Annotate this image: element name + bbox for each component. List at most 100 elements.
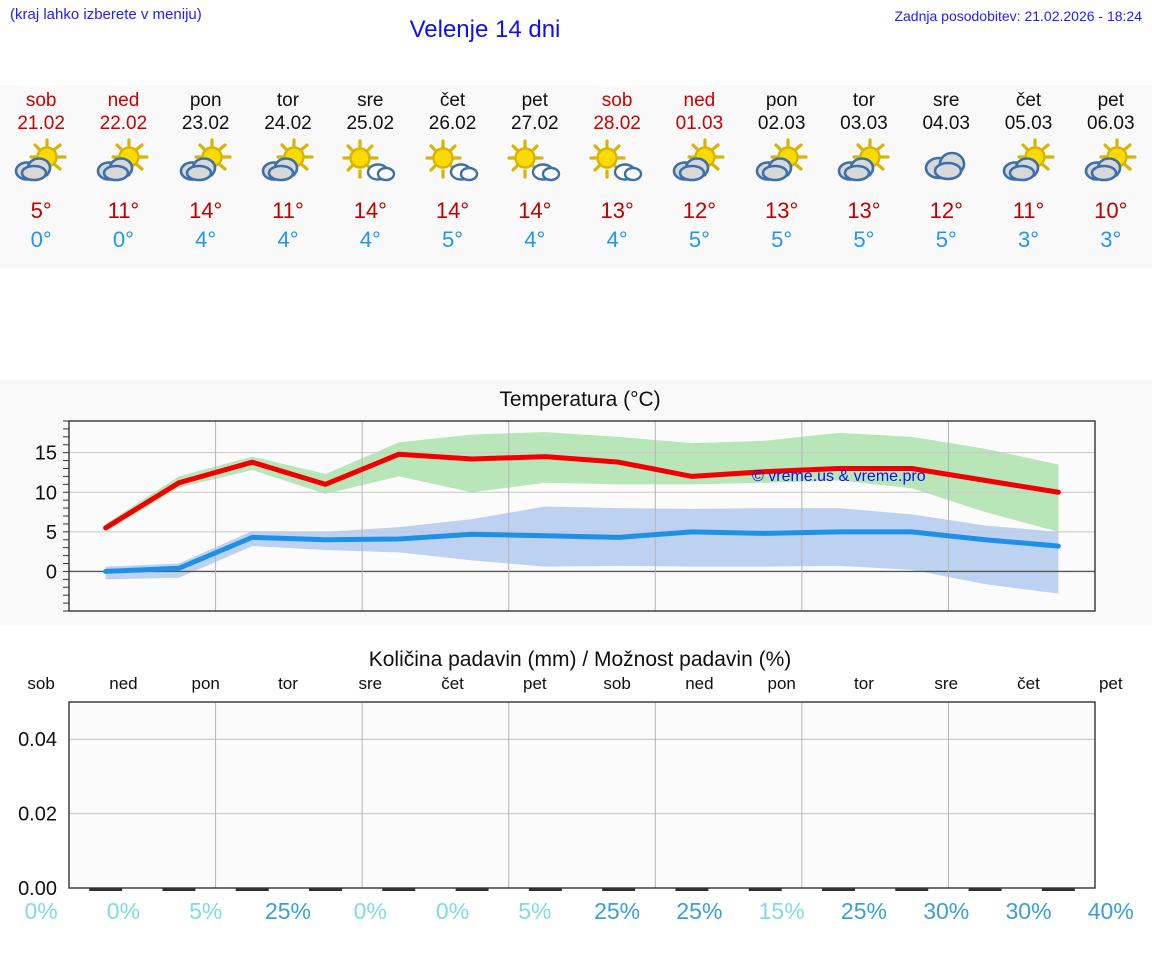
temperature-min: 4° <box>359 227 381 252</box>
temperature-min: 4° <box>195 227 217 252</box>
day-column[interactable]: tor 03.03 13° 5° <box>823 85 905 268</box>
temperature-max: 14° <box>518 198 552 223</box>
precipitation-chart-svg: 0.00 0.02 0.04 <box>18 701 1096 900</box>
precip-day-label: pon <box>191 674 220 693</box>
temperature-min: 5° <box>688 227 710 252</box>
partly-cloudy-icon <box>95 138 151 186</box>
temp-y-tick: 10 <box>35 482 57 504</box>
precip-day-label: sob <box>27 674 55 693</box>
temp-y-tick: 0 <box>46 561 57 583</box>
menu-hint-text: (kraj lahko izberete v meniju) <box>10 6 202 23</box>
temperature-max: 13° <box>847 198 881 223</box>
precip-day-label: sob <box>603 674 631 693</box>
temperature-max: 5° <box>30 198 52 223</box>
day-column[interactable]: pon 23.02 14° 4° <box>165 85 247 268</box>
daily-forecast-strip: sob 21.02 5° 0° ned 22.02 <box>0 85 1152 268</box>
day-of-week: čet <box>439 90 466 111</box>
day-column[interactable]: čet 05.03 11° 3° <box>987 85 1069 268</box>
day-of-week: ned <box>107 90 140 111</box>
precip-probability-value: 30% <box>1005 898 1052 924</box>
day-column[interactable]: pon 02.03 13° 5° <box>741 85 823 268</box>
temperature-max: 13° <box>765 198 799 223</box>
temperature-max: 14° <box>189 198 223 223</box>
precip-probability-value: 0% <box>353 898 387 924</box>
day-of-week: čet <box>1015 90 1042 111</box>
day-date: 26.02 <box>428 113 477 134</box>
day-of-week: sre <box>933 90 960 111</box>
precip-probability-value: 0% <box>435 898 470 924</box>
day-column[interactable]: pet 27.02 14° 4° <box>494 85 576 268</box>
day-date: 25.02 <box>346 113 395 134</box>
temperature-min: 3° <box>1100 227 1122 252</box>
day-date: 24.02 <box>264 113 312 134</box>
precip-probability-value: 5% <box>189 898 223 924</box>
day-of-week: pet <box>521 90 549 111</box>
temperature-max: 11° <box>1012 198 1045 223</box>
day-column[interactable]: čet 26.02 14° 5° <box>411 85 493 268</box>
temperature-min: 4° <box>277 227 299 252</box>
precip-y-tick: 0.00 <box>18 878 57 900</box>
precip-y-tick: 0.02 <box>18 804 57 826</box>
precipitation-chart-title: Količina padavin (mm) / Možnost padavin … <box>368 648 792 671</box>
precip-day-label: ned <box>109 674 138 693</box>
day-date: 04.03 <box>922 113 970 134</box>
partly-cloudy-icon <box>260 138 316 186</box>
day-of-week: pon <box>189 90 222 111</box>
precip-probability-value: 25% <box>264 898 311 924</box>
temperature-min: 5° <box>935 227 957 252</box>
temperature-min: 4° <box>606 227 628 252</box>
temperature-max: 14° <box>353 198 387 223</box>
day-column[interactable]: sre 25.02 14° 4° <box>329 85 411 268</box>
temp-y-tick: 5 <box>46 522 57 544</box>
day-of-week: sob <box>601 90 633 111</box>
last-update-text: Zadnja posodobitev: 21.02.2026 - 18:24 <box>894 8 1142 24</box>
partly-cloudy-icon <box>671 138 727 186</box>
day-column[interactable]: tor 24.02 11° 4° <box>247 85 329 268</box>
precip-day-label: pet <box>523 674 547 693</box>
partly-cloudy-icon <box>1001 138 1057 186</box>
sunny-few-clouds-icon <box>589 138 645 186</box>
partly-cloudy-icon <box>178 138 234 186</box>
temperature-max: 10° <box>1094 198 1128 223</box>
page-header: (kraj lahko izberete v meniju) Velenje 1… <box>0 0 1152 85</box>
precip-probability-value: 0% <box>106 898 141 924</box>
day-column[interactable]: sob 28.02 13° 4° <box>576 85 658 268</box>
temperature-chart-title: Temperatura (°C) <box>499 388 661 411</box>
precipitation-day-labels: sob ned pon tor sre čet pet sob ned pon tor sre čet p… <box>0 674 1152 698</box>
day-date: 02.03 <box>757 113 806 134</box>
partly-cloudy-icon <box>754 138 810 186</box>
partly-cloudy-icon <box>1083 138 1139 186</box>
precip-day-label: pon <box>767 674 796 693</box>
temperature-min: 5° <box>771 227 793 252</box>
day-date: 03.03 <box>840 113 888 134</box>
day-column[interactable]: pet 06.03 10° 3° <box>1070 85 1152 268</box>
temperature-min: 0° <box>112 227 134 252</box>
copyright-watermark: © vreme.us & vreme.pro <box>752 468 926 485</box>
temperature-max: 14° <box>435 198 470 223</box>
partly-cloudy-icon <box>836 138 892 186</box>
precip-y-tick: 0.04 <box>18 729 57 751</box>
precip-probability-value: 25% <box>676 898 723 924</box>
temperature-max: 11° <box>272 198 304 223</box>
day-column[interactable]: sre 04.03 12° 5° <box>905 85 987 268</box>
day-column[interactable]: sob 21.02 5° 0° <box>0 85 82 268</box>
page-title: Velenje 14 dni <box>409 16 561 43</box>
day-of-week: tor <box>852 90 876 111</box>
precip-day-label: tor <box>278 674 298 693</box>
day-column[interactable]: ned 22.02 11° 0° <box>82 85 164 268</box>
precip-day-label: sre <box>934 674 959 693</box>
precip-probability-value: 30% <box>923 898 970 924</box>
temperature-min: 3° <box>1017 227 1040 252</box>
day-of-week: tor <box>276 90 300 111</box>
precip-probability-value: 25% <box>594 898 641 924</box>
precip-day-label: ned <box>685 674 714 693</box>
precip-day-label: sre <box>358 674 383 693</box>
precip-day-label: čet <box>1017 674 1040 693</box>
day-date: 21.02 <box>17 113 65 134</box>
sunny-few-clouds-icon <box>342 138 398 186</box>
precipitation-chart-block: Količina padavin (mm) / Možnost padavin … <box>0 640 1152 930</box>
day-column[interactable]: ned 01.03 12° 5° <box>658 85 740 268</box>
temperature-max: 12° <box>929 198 963 223</box>
temperature-max: 13° <box>600 198 634 223</box>
precip-probability-value: 25% <box>840 898 887 924</box>
